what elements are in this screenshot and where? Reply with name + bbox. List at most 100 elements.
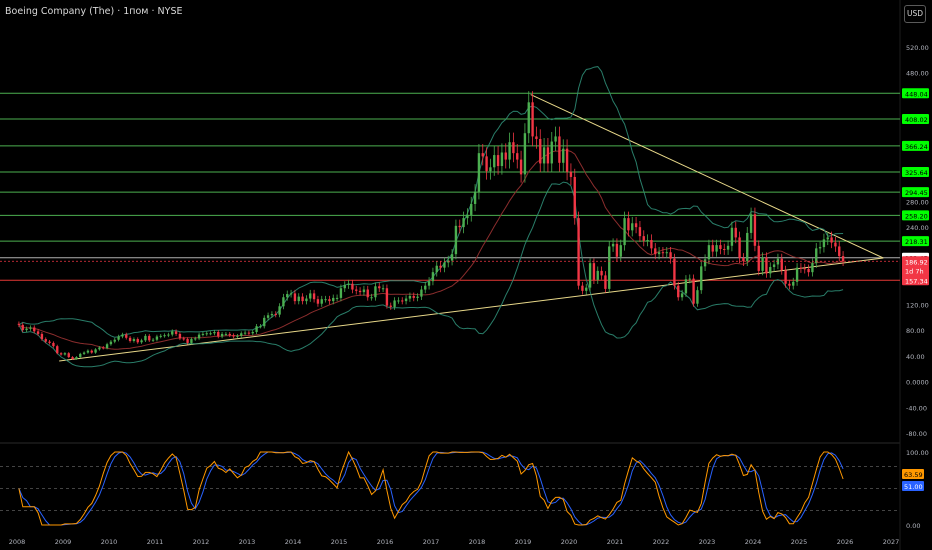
candle-body <box>642 236 645 241</box>
candle-body <box>623 218 626 246</box>
candle-body <box>435 265 438 273</box>
candle-body <box>297 296 300 302</box>
x-tick-label: 2010 <box>101 538 118 546</box>
candle-body <box>144 335 147 341</box>
candle-body <box>159 335 162 337</box>
candle-body <box>102 347 105 349</box>
candle-body <box>765 257 768 274</box>
level-label-0: 448.04 <box>905 90 928 98</box>
candle-body <box>381 288 385 290</box>
candle-body <box>803 268 806 270</box>
candle-body <box>324 299 327 301</box>
candle-body <box>634 223 638 228</box>
candle-body <box>730 227 734 246</box>
level-label-8: 157.34 <box>905 277 928 285</box>
candle-body <box>224 333 228 335</box>
candle-body <box>274 313 277 315</box>
candle-body <box>769 267 772 274</box>
candle-body <box>477 153 481 192</box>
candle-body <box>25 328 28 331</box>
candle-body <box>125 334 128 338</box>
candle-body <box>155 336 159 340</box>
candle-body <box>554 136 557 142</box>
candle-body <box>734 227 737 238</box>
candle-body <box>569 171 573 177</box>
candle-body <box>496 155 500 167</box>
level-label-6: 218.31 <box>905 238 928 246</box>
candle-body <box>194 338 197 340</box>
x-tick-label: 2027 <box>883 538 900 546</box>
candle-body <box>94 349 97 353</box>
candle-body <box>163 335 166 337</box>
candle-body <box>79 353 82 358</box>
candle-body <box>236 335 239 337</box>
x-tick-label: 2022 <box>653 538 670 546</box>
candle-body <box>707 245 711 260</box>
stoch-d-value: 51.00 <box>904 483 923 491</box>
candle-body <box>171 331 174 335</box>
candle-body <box>358 290 362 293</box>
candle-body <box>151 339 155 341</box>
candle-body <box>332 297 335 302</box>
candle-body <box>792 281 795 286</box>
candle-body <box>542 147 546 164</box>
candle-body <box>86 350 90 353</box>
candle-body <box>818 247 822 249</box>
level-label-box-0 <box>902 88 929 99</box>
candle-body <box>669 252 672 259</box>
price-tick-label: 520.00 <box>906 44 929 52</box>
candle-body <box>523 133 527 175</box>
candle-body <box>838 246 841 257</box>
bollinger-upper-band <box>18 66 844 338</box>
candle-body <box>512 142 515 154</box>
candle-body <box>677 285 680 298</box>
candle-body <box>121 334 124 337</box>
candle-body <box>780 258 783 271</box>
candle-body <box>378 286 381 289</box>
candle-body <box>21 324 24 331</box>
price-tick-label: 240.00 <box>906 224 929 232</box>
candle-body <box>600 270 603 276</box>
candle-body <box>562 148 565 163</box>
candle-body <box>500 152 504 167</box>
candle-body <box>316 299 320 304</box>
x-tick-label: 2017 <box>423 538 440 546</box>
candle-body <box>355 289 358 291</box>
candle-body <box>439 265 442 268</box>
candle-body <box>485 156 488 172</box>
candle-body <box>309 293 312 299</box>
candle-body <box>742 258 745 262</box>
candle-body <box>301 296 304 302</box>
candle-body <box>255 326 258 332</box>
x-tick-label: 2014 <box>285 538 302 546</box>
candle-body <box>565 148 569 172</box>
candle-body <box>504 152 507 160</box>
candle-body <box>473 191 477 204</box>
candles-group <box>17 91 845 360</box>
x-tick-label: 2015 <box>331 538 348 546</box>
candle-body <box>481 153 484 157</box>
price-tick-label: 40.00 <box>906 353 925 361</box>
candle-body <box>247 332 251 334</box>
candle-body <box>178 333 182 339</box>
candle-body <box>109 341 113 345</box>
candle-body <box>427 281 431 286</box>
candle-body <box>240 333 243 336</box>
candle-body <box>581 285 584 291</box>
candle-body <box>700 266 703 291</box>
candle-body <box>52 342 55 347</box>
candle-body <box>822 239 826 248</box>
candle-body <box>596 270 599 280</box>
candle-body <box>799 267 803 269</box>
price-tick-label: -80.00 <box>906 430 927 438</box>
candle-body <box>443 262 446 268</box>
candle-body <box>646 240 649 241</box>
candle-body <box>351 283 354 290</box>
level-label-box-8 <box>902 275 929 286</box>
candle-body <box>761 257 764 271</box>
x-tick-label: 2021 <box>607 538 624 546</box>
currency-button[interactable]: USD <box>904 5 926 23</box>
candle-body <box>715 245 718 252</box>
